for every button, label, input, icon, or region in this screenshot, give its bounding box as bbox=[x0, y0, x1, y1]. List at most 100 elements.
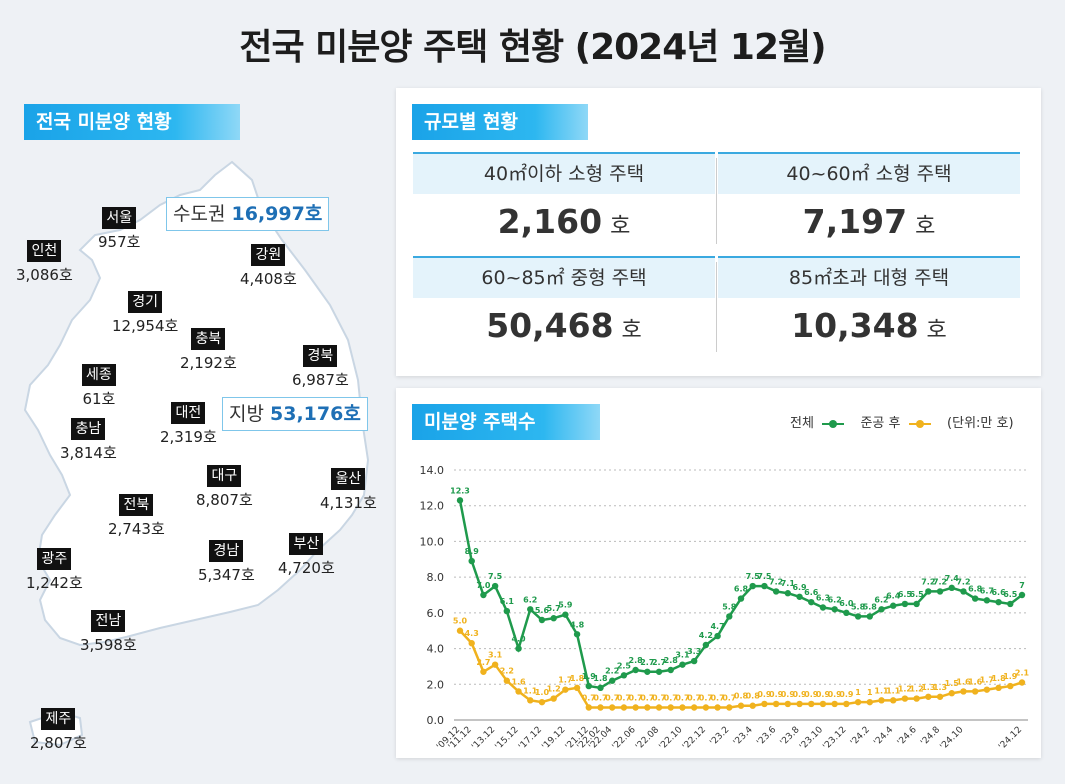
region-value: 2,807호 bbox=[30, 734, 87, 752]
data-point-after bbox=[597, 704, 604, 711]
data-point-after bbox=[538, 698, 546, 706]
data-label-after: 0.7 bbox=[687, 694, 701, 703]
data-point-after bbox=[550, 695, 557, 702]
region-name: 세종 bbox=[82, 364, 116, 386]
data-label-after: 2.7 bbox=[476, 658, 490, 667]
region-name: 울산 bbox=[331, 468, 366, 490]
region-10: 울산 4,131호 bbox=[320, 468, 377, 513]
data-label-total: 7.2 bbox=[956, 577, 970, 586]
y-tick-label: 6.0 bbox=[427, 607, 445, 620]
data-label-total: 2.5 bbox=[617, 661, 632, 670]
data-label-after: 0.9 bbox=[757, 690, 772, 699]
data-point-total bbox=[808, 598, 815, 606]
data-label-after: 1.5 bbox=[945, 679, 960, 688]
data-label-total: 2.7 bbox=[640, 658, 654, 667]
data-point-total bbox=[620, 672, 628, 679]
region-6: 세종 61호 bbox=[82, 364, 116, 409]
data-point-total bbox=[831, 606, 838, 613]
series-line-total bbox=[458, 500, 1023, 690]
region-name: 인천 bbox=[27, 240, 62, 262]
data-label-total: 6.5 bbox=[910, 590, 925, 599]
data-label-after: 1.1 bbox=[874, 686, 889, 695]
data-point-after bbox=[761, 700, 768, 708]
data-label-total: 7.4 bbox=[945, 574, 960, 583]
local-area-box: 지방 53,176호 bbox=[222, 397, 368, 431]
data-label-total: 4.0 bbox=[511, 635, 526, 644]
capital-area-box: 수도권 16,997호 bbox=[166, 197, 330, 231]
size-value-number: 2,160 bbox=[497, 202, 603, 241]
data-label-total: 6.8 bbox=[734, 585, 749, 594]
data-point-after bbox=[749, 702, 756, 709]
data-point-total bbox=[702, 641, 710, 649]
region-name: 전북 bbox=[119, 494, 154, 516]
region-0: 서울 957호 bbox=[98, 207, 140, 252]
data-label-after: 1.1 bbox=[886, 686, 901, 695]
data-label-after: 1.2 bbox=[910, 685, 924, 694]
region-name: 제주 bbox=[41, 708, 76, 730]
region-value: 4,131호 bbox=[320, 494, 377, 512]
x-tick-label: '23.6 bbox=[755, 725, 778, 748]
x-tick-label: '23.4 bbox=[732, 725, 755, 748]
x-tick-label: '24.12 bbox=[997, 725, 1024, 752]
data-point-total bbox=[726, 613, 733, 620]
data-label-after: 0.7 bbox=[722, 694, 736, 703]
data-point-total bbox=[655, 668, 663, 675]
data-label-total: 2.8 bbox=[629, 656, 644, 665]
data-point-total bbox=[948, 584, 955, 592]
region-name: 부산 bbox=[289, 533, 324, 555]
data-label-total: 7.5 bbox=[488, 572, 503, 581]
chart-section-tag: 미분양 주택수 bbox=[412, 404, 600, 440]
data-point-after bbox=[971, 688, 979, 695]
region-value: 3,598호 bbox=[80, 636, 137, 654]
region-name: 전남 bbox=[91, 610, 126, 632]
size-value-unit: 호 bbox=[915, 214, 936, 239]
data-label-after: 1 bbox=[867, 688, 873, 697]
data-label-after: 1.2 bbox=[547, 685, 561, 694]
data-point-total bbox=[901, 600, 909, 608]
data-label-total: 6.3 bbox=[816, 594, 830, 603]
data-label-total: 3.1 bbox=[675, 651, 690, 660]
region-name: 대전 bbox=[171, 402, 206, 424]
region-1: 인천 3,086호 bbox=[16, 240, 73, 285]
data-label-after: 2.1 bbox=[1015, 669, 1030, 678]
region-name: 경기 bbox=[128, 291, 163, 313]
data-point-total bbox=[878, 606, 885, 613]
data-label-after: 1.7 bbox=[980, 676, 994, 685]
data-label-after: 0.7 bbox=[664, 694, 678, 703]
data-point-total bbox=[562, 611, 569, 618]
data-point-total bbox=[644, 668, 651, 675]
data-label-total: 6.5 bbox=[898, 590, 913, 599]
region-name: 경북 bbox=[303, 345, 338, 367]
x-tick-label: '24.6 bbox=[896, 725, 919, 748]
data-label-total: 5.7 bbox=[547, 604, 561, 613]
region-13: 경남 5,347호 bbox=[198, 540, 255, 585]
data-point-after bbox=[948, 690, 955, 697]
data-label-total: 6.2 bbox=[874, 595, 888, 604]
data-label-after: 1.2 bbox=[898, 685, 912, 694]
size-value-unit: 호 bbox=[926, 318, 947, 343]
data-point-after bbox=[995, 684, 1002, 692]
data-point-after bbox=[819, 700, 827, 708]
data-point-after bbox=[480, 668, 487, 675]
data-point-total bbox=[772, 588, 780, 595]
data-label-total: 5.8 bbox=[722, 602, 737, 611]
data-label-after: 0.8 bbox=[734, 692, 749, 701]
region-12: 부산 4,720호 bbox=[278, 533, 335, 578]
data-label-total: 7.0 bbox=[476, 581, 491, 590]
data-label-after: 0.7 bbox=[605, 694, 619, 703]
data-label-after: 0.7 bbox=[710, 694, 724, 703]
data-label-total: 5.9 bbox=[558, 601, 573, 610]
x-tick-label: '24.2 bbox=[849, 725, 872, 748]
data-label-after: 0.7 bbox=[593, 694, 607, 703]
data-label-total: 7.5 bbox=[757, 572, 772, 581]
data-label-total: 6.5 bbox=[1003, 590, 1018, 599]
data-label-after: 1.0 bbox=[535, 688, 550, 697]
region-2: 강원 4,408호 bbox=[240, 244, 297, 289]
data-point-after bbox=[960, 688, 967, 695]
data-point-total bbox=[925, 588, 932, 595]
region-9: 대구 8,807호 bbox=[196, 465, 253, 510]
data-point-total bbox=[527, 606, 534, 613]
data-point-total bbox=[784, 590, 792, 597]
data-label-after: 3.1 bbox=[488, 651, 503, 660]
data-point-after bbox=[632, 704, 639, 711]
